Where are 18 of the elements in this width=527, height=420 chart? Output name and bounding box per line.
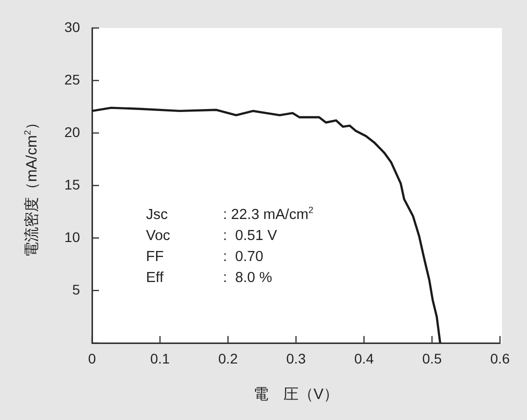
x-tick-label: 0.4 xyxy=(354,350,374,366)
x-tick-label: 0.5 xyxy=(422,350,442,366)
y-tick-label: 15 xyxy=(64,176,80,192)
annotation: Eff : 8.0 % xyxy=(146,268,274,288)
x-tick-label: 0.2 xyxy=(218,350,238,366)
x-tick-label: 0.6 xyxy=(490,350,510,366)
x-axis-title: 電 圧（V） xyxy=(253,385,339,404)
x-tick-label: 0 xyxy=(88,350,96,366)
x-tick-label: 0.1 xyxy=(150,350,170,366)
y-tick-label: 5 xyxy=(72,281,80,298)
y-tick-label: 25 xyxy=(64,71,80,88)
annotation: Jsc : 22.3 mA/cm$^{2}$ xyxy=(146,204,314,225)
y-tick-label: 10 xyxy=(64,228,80,245)
y-tick-label: 20 xyxy=(64,124,80,140)
y-tick-label: 30 xyxy=(64,18,80,35)
annotation: FF : 0.70 xyxy=(146,248,264,267)
annotation: Voc : 0.51 V xyxy=(146,226,278,246)
x-tick-label: 0.3 xyxy=(286,350,306,366)
